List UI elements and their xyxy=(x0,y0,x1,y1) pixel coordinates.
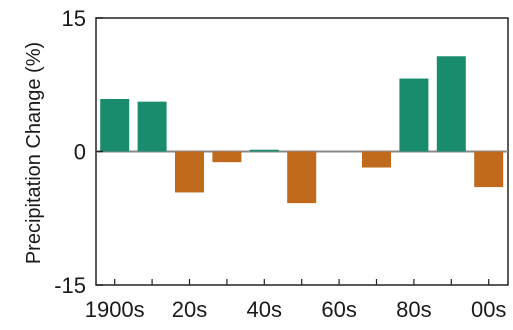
bar-30s xyxy=(212,151,242,163)
x-tick-label: 20s xyxy=(172,297,207,322)
x-tick-label: 00s xyxy=(471,297,506,322)
bar-40s xyxy=(249,149,279,152)
x-tick-label: 40s xyxy=(247,297,282,322)
bar-10s xyxy=(137,101,167,152)
x-tick-label: 1900s xyxy=(85,297,145,322)
y-tick-label: 15 xyxy=(62,6,86,31)
x-tick-label: 60s xyxy=(321,297,356,322)
y-tick-label: 0 xyxy=(74,140,86,165)
bar-00s xyxy=(474,151,504,188)
bar-1900s xyxy=(100,98,130,152)
bar-70s xyxy=(362,151,391,168)
bar-50s xyxy=(287,151,317,204)
y-tick-label: -15 xyxy=(54,273,86,298)
bar-20s xyxy=(175,151,204,193)
y-axis-title: Precipitation Change (%) xyxy=(23,42,45,264)
bar-80s xyxy=(399,78,429,152)
bar-90s xyxy=(436,56,466,152)
x-tick-label: 80s xyxy=(396,297,431,322)
